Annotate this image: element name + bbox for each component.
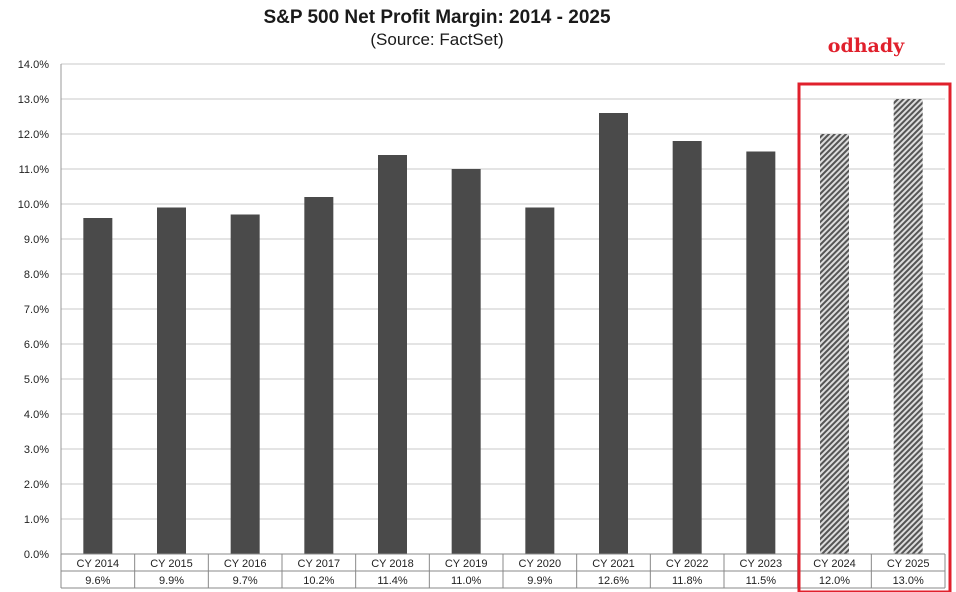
x-tick-label: CY 2018 xyxy=(371,558,414,570)
category-table: CY 2014 9.6% CY 2015 9.9% CY 2016 9.7% CY 2017… xyxy=(60,553,946,589)
chart-subtitle: (Source: FactSet) xyxy=(370,30,503,49)
data-label: 9.7% xyxy=(233,575,258,587)
bar-estimate xyxy=(893,99,923,554)
estimate-annotation: odhady xyxy=(828,35,905,57)
data-label: 10.2% xyxy=(303,575,334,587)
x-tick-label: CY 2019 xyxy=(445,558,488,570)
y-tick-label: 1.0% xyxy=(24,514,49,526)
x-tick-label: CY 2021 xyxy=(592,558,635,570)
estimate-highlight-box xyxy=(797,82,952,592)
y-tick-label: 6.0% xyxy=(24,339,49,351)
data-label: 9.9% xyxy=(159,575,184,587)
x-tick-label: CY 2020 xyxy=(519,558,562,570)
y-tick-label: 11.0% xyxy=(19,164,50,176)
data-label: 9.6% xyxy=(85,575,110,587)
data-label: 11.4% xyxy=(377,575,408,587)
data-label: 12.6% xyxy=(598,575,629,587)
x-tick-label: CY 2016 xyxy=(224,558,267,570)
x-tick-label: CY 2025 xyxy=(887,558,930,570)
y-tick-label: 10.0% xyxy=(18,199,49,211)
y-tick-label: 8.0% xyxy=(24,269,49,281)
bar xyxy=(746,151,776,554)
y-tick-label: 4.0% xyxy=(24,409,49,421)
bar xyxy=(451,169,481,554)
x-tick-label: CY 2017 xyxy=(298,558,341,570)
x-tick-label: CY 2015 xyxy=(150,558,193,570)
data-label: 11.0% xyxy=(451,575,482,587)
data-label: 9.9% xyxy=(527,575,552,587)
bar xyxy=(157,207,186,554)
bar xyxy=(525,207,555,554)
y-tick-label: 0.0% xyxy=(24,549,49,561)
bar xyxy=(230,214,260,554)
y-tick-label: 14.0% xyxy=(18,59,49,71)
y-tick-label: 7.0% xyxy=(24,304,49,316)
x-tick-label: CY 2014 xyxy=(77,558,120,570)
data-label: 12.0% xyxy=(819,575,850,587)
bar xyxy=(83,218,113,554)
x-tick-label: CY 2023 xyxy=(740,558,783,570)
data-label: 11.5% xyxy=(746,575,777,587)
data-label: 11.8% xyxy=(672,575,703,587)
y-tick-label: 2.0% xyxy=(24,479,49,491)
x-tick-label: CY 2022 xyxy=(666,558,709,570)
bar xyxy=(378,155,407,554)
y-axis-ticks: 0.0% 1.0% 2.0% 3.0% 4.0% 5.0% 6.0% 7.0% 8.0% 9.0%… xyxy=(18,59,49,561)
x-tick-label: CY 2024 xyxy=(813,558,856,570)
bar-estimate xyxy=(820,134,849,554)
chart-title: S&P 500 Net Profit Margin: 2014 - 2025 xyxy=(263,7,610,28)
bar xyxy=(599,113,628,554)
y-tick-label: 3.0% xyxy=(24,444,49,456)
y-tick-label: 12.0% xyxy=(18,129,49,141)
y-tick-label: 9.0% xyxy=(24,234,49,246)
y-tick-label: 5.0% xyxy=(24,374,49,386)
gridlines xyxy=(60,63,945,555)
bar xyxy=(672,141,702,554)
data-label: 13.0% xyxy=(893,575,924,587)
bars xyxy=(83,99,923,554)
y-tick-label: 13.0% xyxy=(18,94,49,106)
bar xyxy=(304,197,334,554)
